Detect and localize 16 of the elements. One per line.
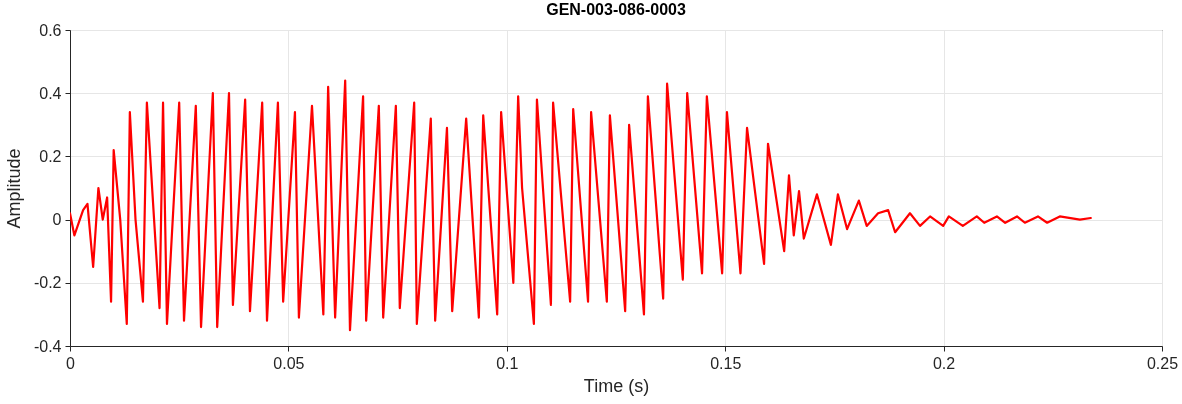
y-tick-label: 0.6 [39,21,62,39]
y-tick-label: -0.4 [33,337,62,355]
x-tick-label: 0.05 [273,354,305,372]
x-axis-title: Time (s) [583,375,650,396]
y-tick-label: 0.2 [39,147,62,165]
y-tick-label: 0 [52,211,62,229]
x-tick-label: 0.1 [496,354,519,372]
chart-title: GEN-003-086-0003 [546,1,686,18]
x-tick-label: 0.15 [710,354,742,372]
y-axis-title: Amplitude [3,148,24,229]
x-tick-label: 0.2 [932,354,956,372]
y-tick-label: -0.2 [33,274,62,292]
y-tick-label: 0.4 [39,84,62,102]
line-series [70,79,1092,332]
x-tick-label: 0.25 [1146,354,1179,372]
x-tick-label: 0 [66,354,76,372]
